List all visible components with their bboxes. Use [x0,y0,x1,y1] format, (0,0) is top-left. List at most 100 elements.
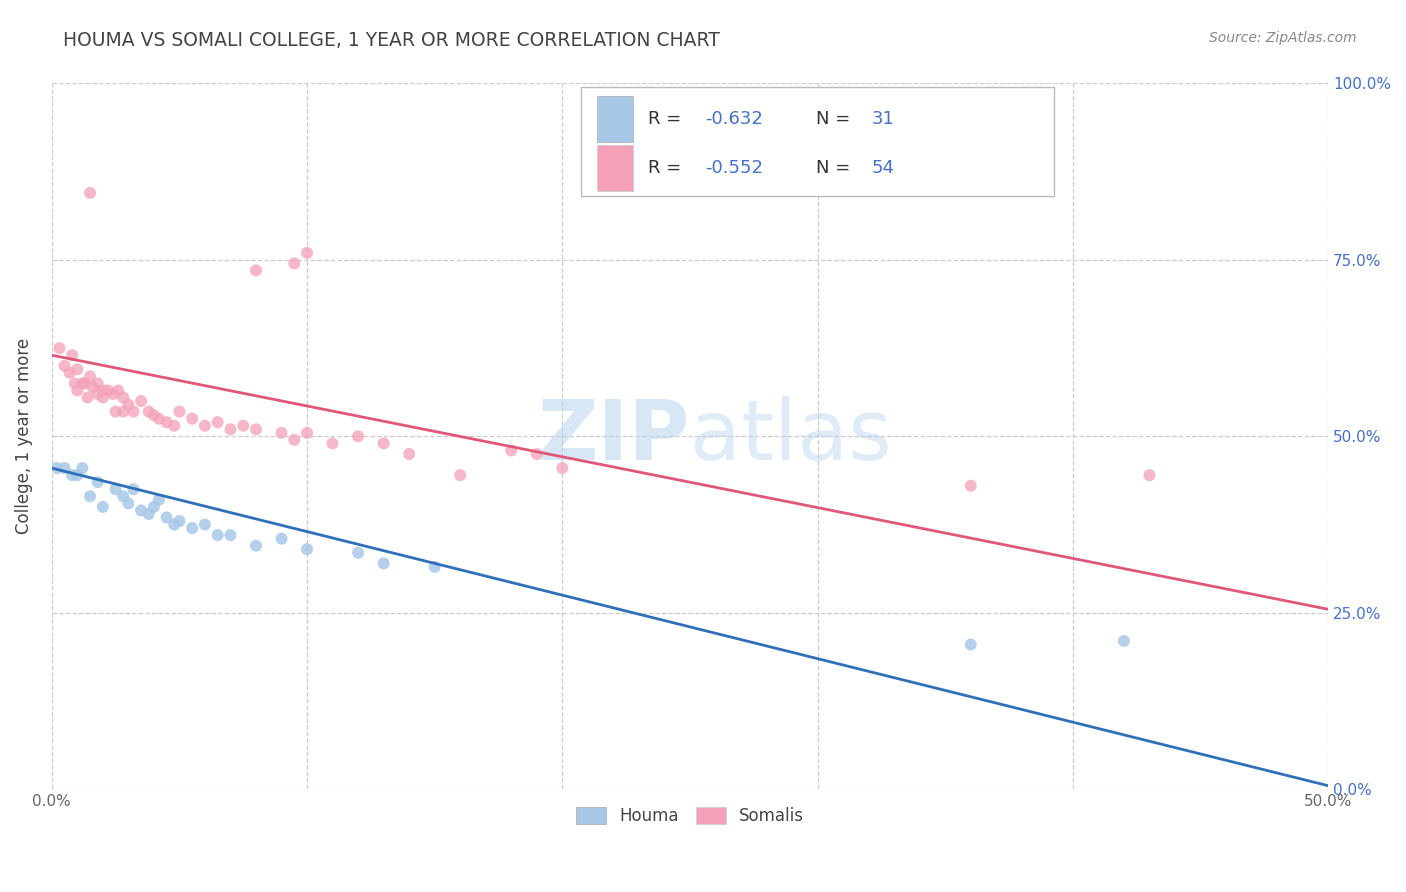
Point [48,341,70,355]
Point [551,461,574,475]
Point [122,483,145,497]
Point [101,387,124,401]
FancyBboxPatch shape [582,87,1053,196]
Point [373,557,395,571]
Y-axis label: College, 1 year or more: College, 1 year or more [15,338,32,534]
Point [129,394,152,409]
Point [283,433,305,447]
Point [219,422,242,436]
Point [194,418,217,433]
Point [373,436,395,450]
Point [112,391,135,405]
Point [181,411,204,425]
Point [148,492,170,507]
Point [60,468,83,483]
Legend: Houma, Somalis: Houma, Somalis [568,799,813,834]
Point [104,483,127,497]
Point [295,542,318,557]
Text: 31: 31 [872,110,894,128]
Point [86,475,108,490]
Point [129,503,152,517]
Point [117,398,139,412]
Point [79,489,101,503]
Point [142,408,165,422]
Text: 54: 54 [872,159,894,178]
Point [86,376,108,391]
Point [347,546,370,560]
Point [91,391,114,405]
Point [398,447,420,461]
Point [104,404,127,418]
FancyBboxPatch shape [596,95,633,142]
Text: Source: ZipAtlas.com: Source: ZipAtlas.com [1209,31,1357,45]
Point [138,507,160,521]
Point [66,384,89,398]
Text: N =: N = [817,110,856,128]
Point [207,528,229,542]
Point [163,517,186,532]
Point [148,411,170,425]
Point [117,496,139,510]
Point [138,404,160,418]
Point [76,391,98,405]
Point [156,415,179,429]
Point [72,461,94,475]
Text: HOUMA VS SOMALI COLLEGE, 1 YEAR OR MORE CORRELATION CHART: HOUMA VS SOMALI COLLEGE, 1 YEAR OR MORE … [63,31,720,50]
Point [163,418,186,433]
Point [79,186,101,200]
Point [207,415,229,429]
Point [82,380,104,394]
Point [66,468,89,483]
Point [283,256,305,270]
Point [45,461,67,475]
Point [169,514,191,528]
Point [1139,468,1161,483]
Point [53,461,76,475]
Point [501,443,523,458]
FancyBboxPatch shape [596,145,633,191]
Point [63,376,86,391]
Point [91,500,114,514]
Point [1112,634,1135,648]
Point [423,560,446,574]
Text: atlas: atlas [690,396,891,477]
Text: -0.632: -0.632 [706,110,763,128]
Point [270,425,292,440]
Text: -0.552: -0.552 [706,159,763,178]
Point [53,359,76,373]
Point [295,425,318,440]
Point [526,447,548,461]
Point [59,366,82,380]
Point [169,404,191,418]
Text: N =: N = [817,159,856,178]
Point [245,422,267,436]
Point [73,376,96,391]
Point [79,369,101,384]
Point [91,384,114,398]
Point [122,404,145,418]
Text: ZIP: ZIP [537,396,690,477]
Point [112,489,135,503]
Point [347,429,370,443]
Point [959,638,981,652]
Text: R =: R = [648,110,686,128]
Point [295,245,318,260]
Point [194,517,217,532]
Text: R =: R = [648,159,686,178]
Point [86,387,108,401]
Point [270,532,292,546]
Point [959,479,981,493]
Point [66,362,89,376]
Point [60,348,83,362]
Point [322,436,344,450]
Point [142,500,165,514]
Point [107,384,129,398]
Point [112,404,135,418]
Point [72,376,94,391]
Point [449,468,471,483]
Point [181,521,204,535]
Point [245,539,267,553]
Point [156,510,179,524]
Point [97,384,120,398]
Point [232,418,254,433]
